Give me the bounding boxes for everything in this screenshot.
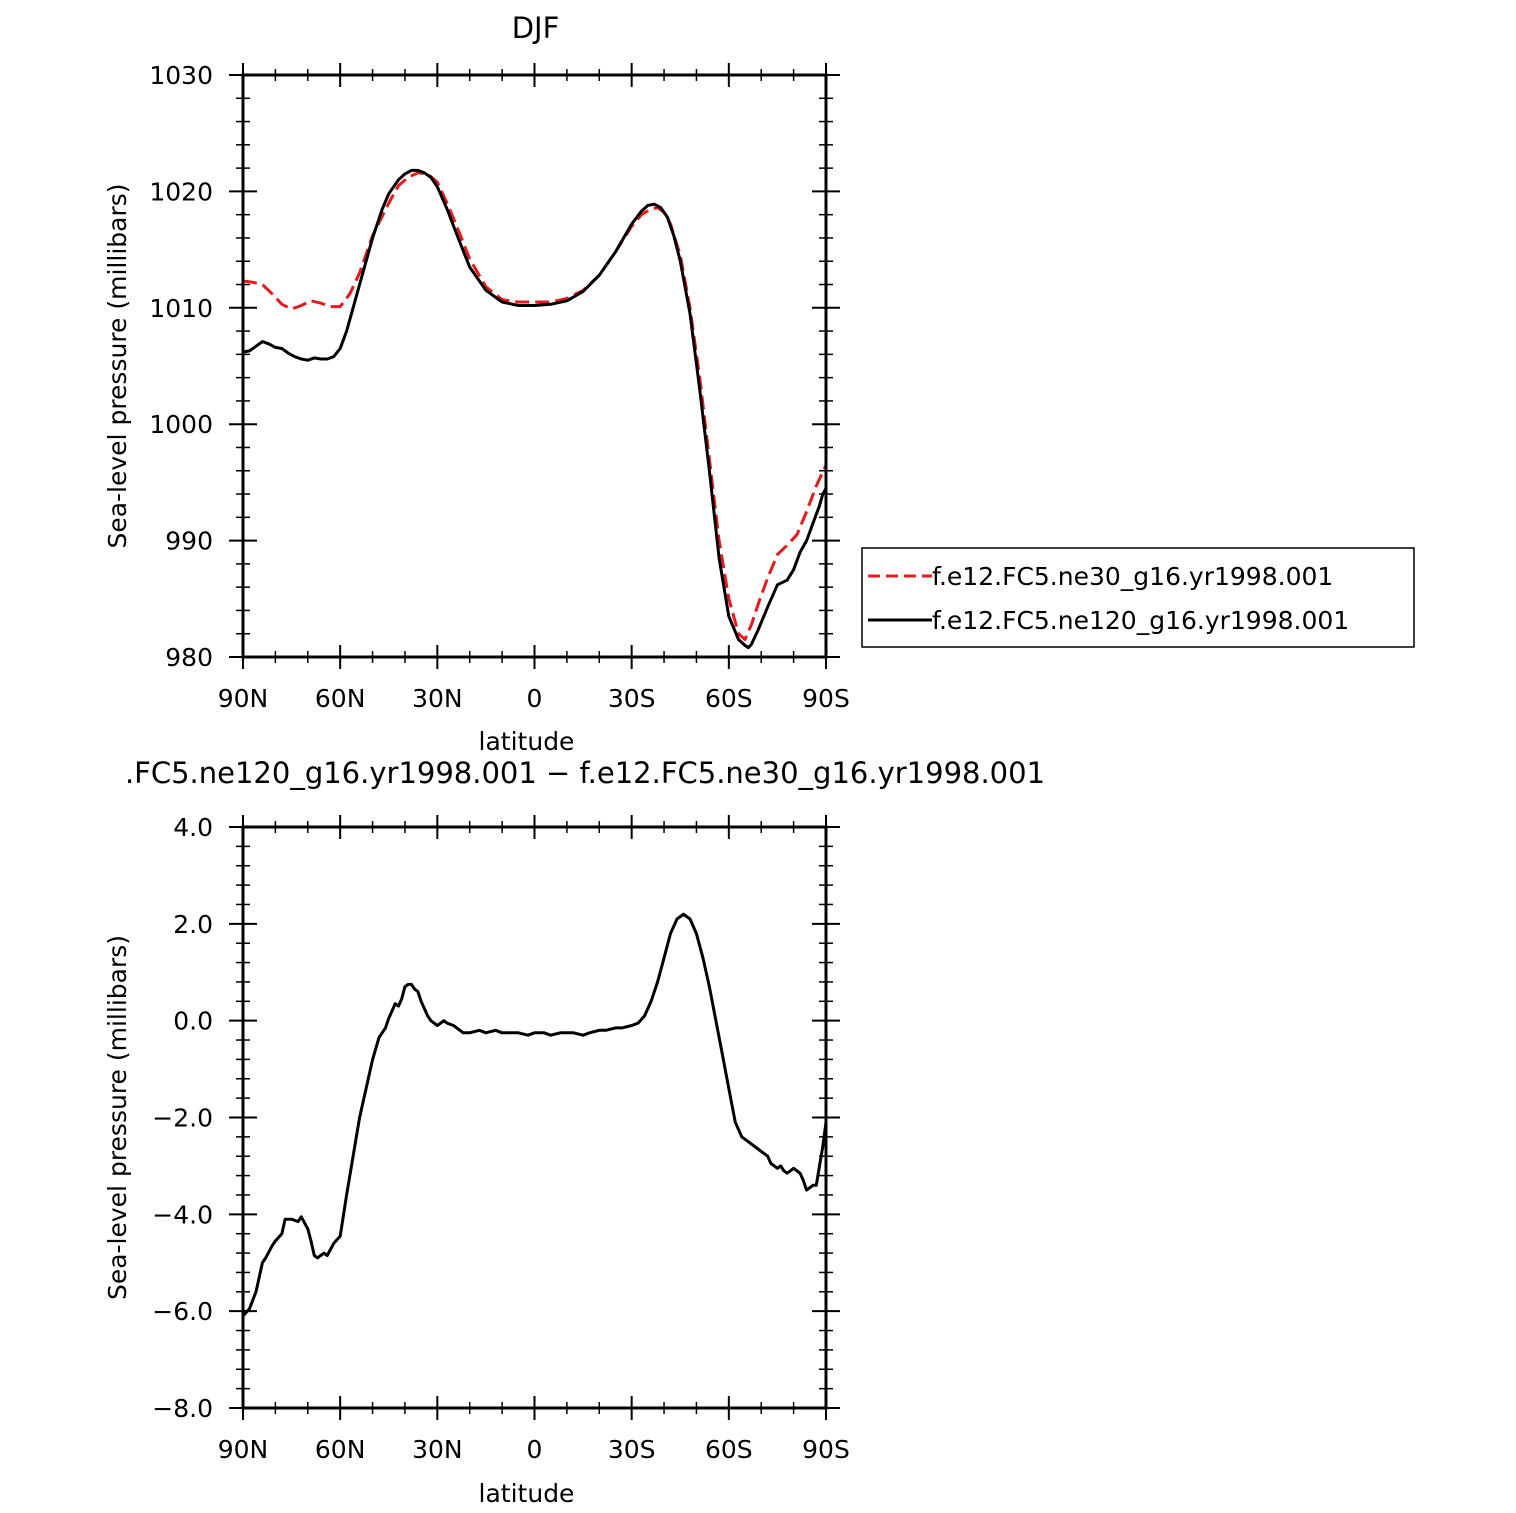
y-tick-label: 1020 [149, 177, 213, 206]
chart-title-djf: DJF [512, 11, 560, 45]
y-tick-label: 1030 [149, 61, 213, 90]
series-layer-top [242, 168, 828, 650]
x-tick-label: 0 [527, 1435, 543, 1464]
y-axis-label-bottom: Sea-level pressure (millibars) [103, 935, 132, 1300]
y-tick-label: 990 [165, 527, 213, 556]
y-tick-label: 1000 [149, 410, 213, 439]
legend: f.e12.FC5.ne30_g16.yr1998.001 f.e12.FC5.… [861, 547, 1415, 648]
y-tick-label: 1010 [149, 294, 213, 323]
chart-title-difference: .FC5.ne120_g16.yr1998.001 − f.e12.FC5.ne… [125, 756, 1045, 790]
legend-label-ne120: f.e12.FC5.ne120_g16.yr1998.001 [932, 606, 1349, 635]
y-tick-label: 4.0 [173, 813, 213, 842]
x-tick-label: 60N [315, 1435, 366, 1464]
series-line-0-0 [242, 171, 828, 641]
x-tick-label: 60S [705, 1435, 753, 1464]
x-tick-label: 60S [705, 684, 753, 713]
tick-layer-top: 90N 60N 30N 0 30S 60S 90S 980 990 1000 1010 1020 103… [149, 61, 849, 713]
y-tick-label: −8.0 [152, 1394, 213, 1423]
x-tick-label: 90S [802, 684, 850, 713]
y-tick-label: 2.0 [173, 910, 213, 939]
x-tick-label: 0 [527, 684, 543, 713]
legend-label-ne30: f.e12.FC5.ne30_g16.yr1998.001 [932, 562, 1333, 591]
y-tick-label: −6.0 [152, 1297, 213, 1326]
legend-box [861, 547, 1415, 648]
x-tick-label: 60N [315, 684, 366, 713]
y-tick-label: −4.0 [152, 1200, 213, 1229]
x-axis-label-top: latitude [479, 727, 575, 756]
x-tick-label: 90N [218, 684, 269, 713]
series-line-1-0 [241, 912, 828, 1317]
y-tick-label: 0.0 [173, 1007, 213, 1036]
plot-frame-bottom [241, 825, 828, 1410]
x-tick-label: 30N [412, 684, 463, 713]
x-tick-label: 30N [412, 1435, 463, 1464]
y-tick-label: 980 [165, 643, 213, 672]
x-axis-label-bottom: latitude [479, 1479, 575, 1508]
panel-difference: .FC5.ne120_g16.yr1998.001 − f.e12.FC5.ne… [103, 756, 1045, 1508]
x-tick-label: 30S [608, 1435, 656, 1464]
x-tick-label: 30S [608, 684, 656, 713]
series-layer-bottom [241, 912, 828, 1317]
y-axis-label-top: Sea-level pressure (millibars) [103, 183, 132, 548]
x-tick-label: 90N [218, 1435, 269, 1464]
plot-frame-top [241, 73, 828, 659]
y-tick-label: −2.0 [152, 1104, 213, 1133]
series-line-0-1 [242, 168, 828, 650]
panel-djf-slp: DJF Sea-level pressure (millibars) latit… [103, 11, 850, 756]
x-tick-label: 90S [802, 1435, 850, 1464]
